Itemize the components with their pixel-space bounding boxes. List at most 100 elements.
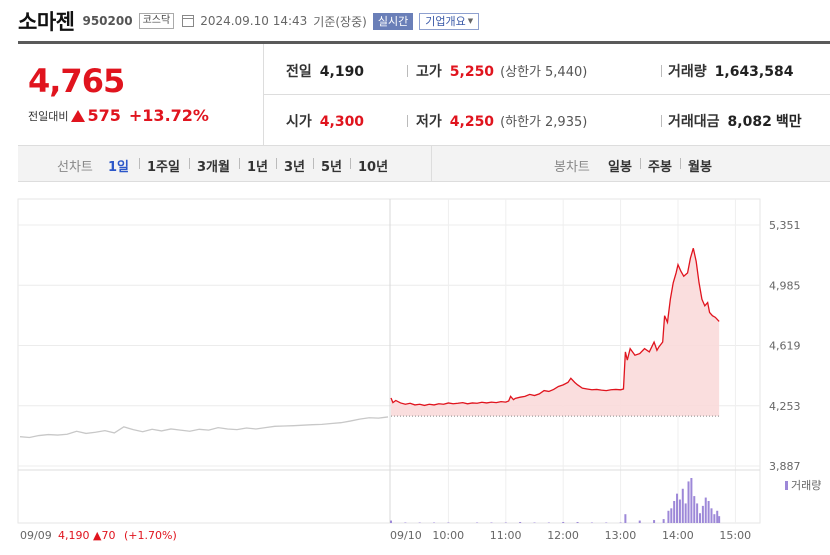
cell-divider	[661, 65, 662, 77]
volume-bar	[710, 508, 713, 523]
volume-bar	[699, 513, 702, 523]
volume-value: 1,643,584	[714, 64, 794, 80]
top-divider	[18, 41, 830, 44]
candle-chart-label: 봉차트	[554, 160, 590, 175]
price-box: 4,765 전일대비 575 +13.72%	[18, 44, 263, 145]
change-label: 전일대비	[28, 109, 69, 123]
change-value: 575	[87, 106, 121, 125]
calendar-icon	[182, 15, 195, 27]
amount-unit: 백만	[775, 114, 802, 130]
chevron-down-icon: ▼	[467, 16, 474, 25]
tab-5y[interactable]: 5년	[321, 160, 343, 175]
volume-bar	[638, 520, 641, 523]
tab-monthly-candle[interactable]: 월봉	[688, 160, 712, 175]
company-overview-button[interactable]: 기업개요 ▼	[419, 12, 480, 30]
volume-bar	[693, 496, 696, 523]
volume-bar	[707, 500, 710, 523]
y-tick-label: 5,351	[769, 219, 801, 232]
high-value: 5,250	[449, 64, 495, 80]
volume-bar	[713, 514, 716, 523]
volume-bar	[681, 488, 684, 523]
amount-label: 거래대금	[668, 114, 720, 130]
prev-day-change-pct: (+1.70%)	[124, 529, 177, 542]
quote-summary: 4,765 전일대비 575 +13.72% 전일 4,190 고가 5,250…	[18, 44, 830, 145]
high-label: 고가	[416, 64, 442, 80]
lower-limit-label: (하한가	[500, 115, 542, 130]
x-tick-label: 10:00	[432, 529, 464, 542]
volume-legend-swatch	[785, 481, 788, 490]
tab-1y[interactable]: 1년	[247, 160, 269, 175]
tab-section-divider	[431, 146, 432, 181]
high-cell: 고가 5,250 (상한가 5,440)	[416, 61, 587, 81]
today-area	[391, 248, 720, 417]
tab-1w[interactable]: 1주일	[147, 160, 180, 175]
volume-bar	[704, 497, 707, 523]
volume-bar	[716, 510, 719, 523]
up-arrow-icon	[71, 109, 86, 122]
tab-divider	[313, 158, 314, 169]
volume-cell: 거래량 1,643,584	[668, 61, 793, 81]
volume-bar	[678, 499, 681, 523]
volume-bar	[562, 522, 565, 523]
volume-bar	[701, 505, 704, 523]
volume-bar	[676, 493, 679, 523]
stock-code: 950200	[82, 14, 133, 28]
y-tick-label: 3,887	[769, 460, 801, 473]
volume-label: 거래량	[668, 64, 707, 80]
title-row: 소마젠 950200 코스닥 2024.09.10 14:43 기준(장중) 실…	[18, 8, 480, 34]
realtime-button[interactable]: 실시간	[372, 12, 414, 30]
timestamp: 2024.09.10 14:43	[200, 14, 308, 28]
x-tick-label: 14:00	[662, 529, 694, 542]
tab-divider	[239, 158, 240, 169]
tab-divider	[680, 158, 681, 169]
volume-bar	[687, 481, 690, 523]
y-tick-label: 4,619	[769, 340, 801, 353]
prev-close-label: 전일	[286, 64, 312, 80]
tab-divider	[139, 158, 140, 169]
cell-divider	[407, 115, 408, 127]
x-tick-label: 09/09	[20, 529, 52, 542]
volume-bar	[624, 514, 627, 523]
upper-limit-value: 5,440)	[545, 65, 588, 80]
low-cell: 저가 4,250 (하한가 2,935)	[416, 111, 587, 131]
tab-divider	[350, 158, 351, 169]
row-divider	[264, 94, 830, 95]
tab-1d[interactable]: 1일	[108, 160, 130, 175]
volume-legend-label: 거래량	[791, 479, 821, 492]
x-tick-label: 09/10	[390, 529, 422, 542]
current-price: 4,765	[28, 62, 125, 100]
volume-bar	[662, 519, 665, 523]
line-chart-label: 선차트	[57, 160, 93, 175]
volume-bar	[718, 516, 721, 523]
volume-bar	[519, 522, 522, 523]
change-row: 전일대비 575 +13.72%	[28, 106, 209, 125]
cell-divider	[407, 65, 408, 77]
volume-bar	[670, 508, 673, 523]
low-label: 저가	[416, 114, 442, 130]
tab-weekly-candle[interactable]: 주봉	[648, 160, 672, 175]
volume-bar	[673, 500, 676, 523]
prev-day-change: ▲70	[93, 529, 115, 542]
volume-bar	[690, 478, 693, 523]
amount-cell: 거래대금 8,082 백만	[668, 111, 802, 131]
plot-frame	[17, 198, 761, 524]
today-price-line	[390, 248, 720, 407]
change-percent: +13.72%	[128, 106, 209, 125]
volume-bar	[684, 503, 687, 523]
x-tick-label: 12:00	[547, 529, 579, 542]
tab-3m[interactable]: 3개월	[197, 160, 230, 175]
low-value: 4,250	[449, 114, 495, 130]
upper-limit-label: (상한가	[500, 65, 542, 80]
tab-3y[interactable]: 3년	[284, 160, 306, 175]
volume-bar	[576, 522, 579, 523]
tab-10y[interactable]: 10년	[358, 160, 389, 175]
tab-divider	[189, 158, 190, 169]
volume-bar	[696, 503, 699, 523]
prev-close-value: 4,190	[319, 64, 365, 80]
stock-name: 소마젠	[18, 10, 75, 34]
market-badge: 코스닥	[138, 13, 175, 29]
volume-bar	[653, 520, 656, 523]
tab-daily-candle[interactable]: 일봉	[608, 160, 632, 175]
y-tick-label: 4,985	[769, 279, 801, 292]
x-tick-label: 13:00	[605, 529, 637, 542]
